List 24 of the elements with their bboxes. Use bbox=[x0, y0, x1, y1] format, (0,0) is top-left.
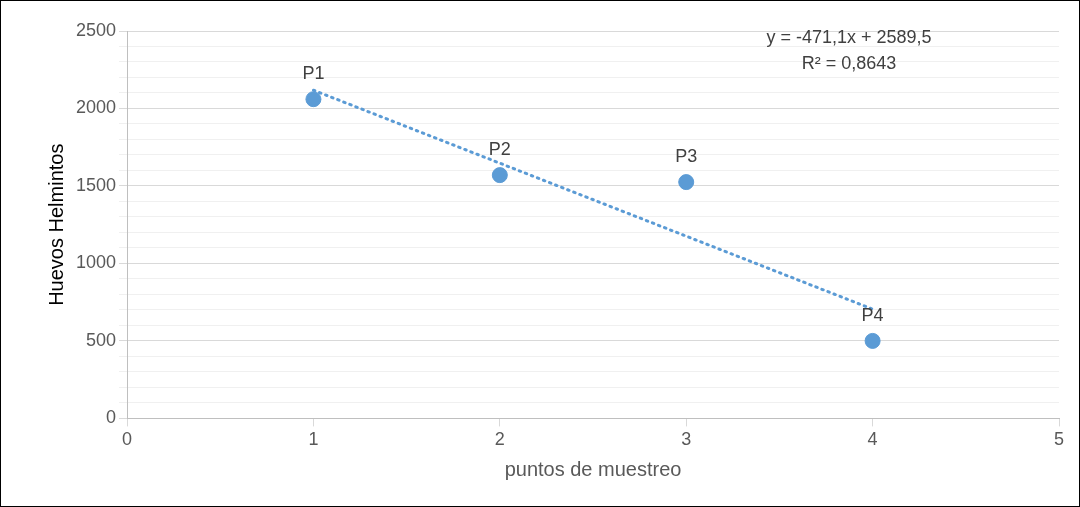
annotation: P3 bbox=[675, 146, 698, 167]
x-tick-label: 3 bbox=[681, 429, 692, 450]
point bbox=[305, 91, 322, 108]
point bbox=[864, 332, 881, 349]
y-axis-title: Huevos Helmintos bbox=[44, 143, 67, 306]
point bbox=[678, 174, 695, 191]
point bbox=[491, 167, 508, 184]
y-tick-label: 1000 bbox=[76, 252, 117, 273]
y-tick-label: 500 bbox=[86, 329, 117, 350]
x-axis-title: puntos de muestreo bbox=[504, 457, 682, 480]
x-tick-label: 5 bbox=[1053, 429, 1065, 450]
y-tick-label: 2500 bbox=[76, 19, 117, 40]
y-tick-label: 1500 bbox=[76, 174, 117, 195]
x-tick-label: 0 bbox=[122, 429, 133, 450]
annotation: R² = 0,8643 bbox=[801, 53, 897, 73]
x-tick-label: 1 bbox=[308, 429, 319, 450]
annotation: P1 bbox=[302, 63, 325, 84]
annotation: P4 bbox=[861, 304, 884, 325]
annotation: y = -471,1x + 2589,5 bbox=[766, 27, 932, 47]
x-tick-label: 2 bbox=[494, 429, 505, 450]
x-tick-label: 4 bbox=[867, 429, 878, 450]
y-tick-label: 2000 bbox=[76, 97, 117, 118]
annotation: P2 bbox=[488, 139, 511, 160]
y-tick-label: 0 bbox=[106, 407, 117, 428]
